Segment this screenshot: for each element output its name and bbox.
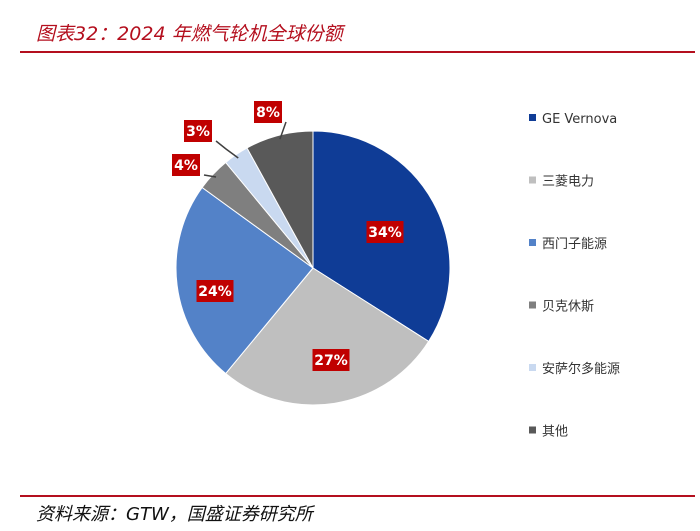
legend-swatch-5 — [529, 364, 536, 371]
data-label-box-3 — [196, 280, 234, 302]
data-label-box-5 — [184, 120, 212, 142]
legend-label-1: GE Vernova — [542, 112, 617, 127]
data-label-3: 24% — [198, 284, 232, 300]
source-note: 资料来源：GTW，国盛证券研究所 — [36, 504, 313, 525]
title-rule — [20, 51, 695, 53]
legend-swatch-3 — [529, 239, 536, 246]
legend-swatch-1 — [529, 114, 536, 121]
legend-swatch-6 — [529, 426, 536, 434]
leader-line-6 — [279, 121, 287, 140]
legend-label-5: 安萨尔多能源 — [542, 361, 620, 377]
leader-line-4 — [203, 174, 217, 178]
data-label-2: 27% — [314, 353, 348, 369]
chart-title: 图表32：2024 年燃气轮机全球份额 — [36, 23, 343, 45]
pie-slice-2 — [224, 267, 430, 406]
legend-label-2: 三菱电力 — [542, 175, 594, 190]
legend-label-3: 西门子能源 — [542, 237, 607, 252]
legend-swatch-4 — [529, 301, 536, 309]
data-label-6: 8% — [256, 105, 280, 121]
pie-slice-3 — [175, 186, 314, 375]
data-label-4: 4% — [174, 158, 198, 174]
source-rule — [20, 495, 695, 497]
legend-label-6: 其他 — [542, 425, 568, 440]
pie-slice-6 — [246, 130, 314, 269]
data-labels: 34% 27% 24% 4% 3% 8% — [172, 101, 404, 371]
data-label-box-1 — [366, 221, 404, 243]
data-label-box-2 — [312, 349, 350, 371]
data-label-box-4 — [172, 154, 200, 176]
legend-swatch-2 — [529, 176, 536, 184]
legend-label-4: 贝克休斯 — [542, 300, 594, 315]
data-label-box-6 — [254, 101, 282, 123]
data-label-1: 34% — [368, 225, 402, 241]
data-label-5: 3% — [186, 124, 210, 140]
leader-line-5 — [215, 140, 239, 159]
